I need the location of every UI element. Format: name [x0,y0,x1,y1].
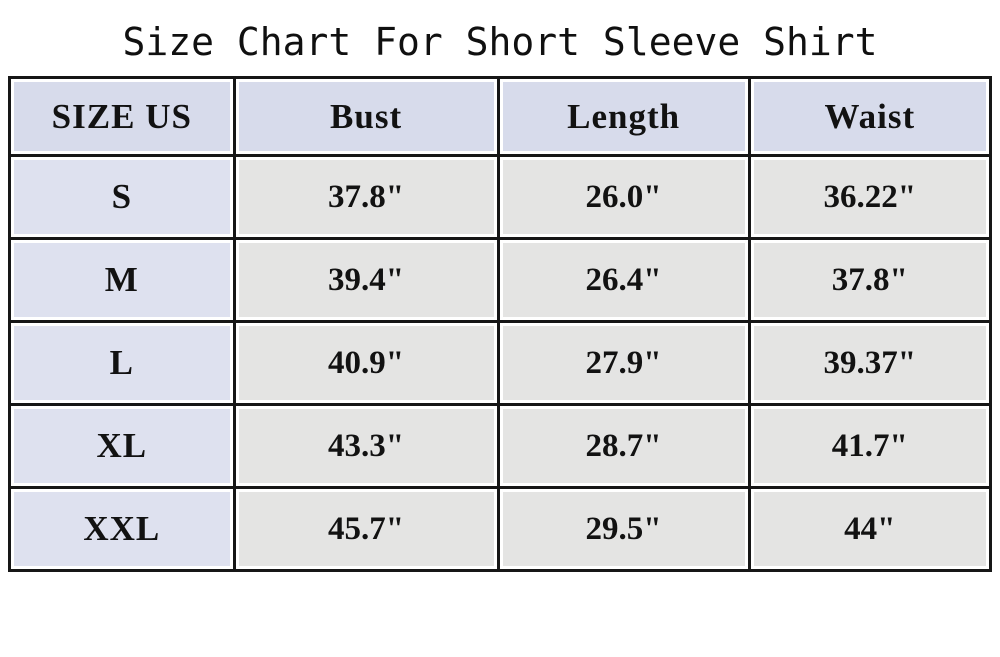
bust-cell: 37.8" [232,154,500,240]
waist-cell: 39.37" [747,320,993,406]
size-cell: XXL [8,486,236,572]
waist-cell: 44" [747,486,993,572]
length-cell: 29.5" [496,486,751,572]
table-row-l: L 40.9" 27.9" 39.37" [8,320,993,406]
col-header-waist: Waist [747,76,993,157]
length-cell: 28.7" [496,403,751,489]
page-title: Size Chart For Short Sleeve Shirt [122,20,878,64]
col-header-length: Length [496,76,751,157]
bust-cell: 43.3" [232,403,500,489]
col-header-size-us: SIZE US [8,76,236,157]
bust-cell: 40.9" [232,320,500,406]
size-cell: M [8,237,236,323]
table-row-xxl: XXL 45.7" 29.5" 44" [8,486,993,572]
bust-cell: 39.4" [232,237,500,323]
col-header-bust: Bust [232,76,500,157]
size-cell: L [8,320,236,406]
bust-cell: 45.7" [232,486,500,572]
table-row-xl: XL 43.3" 28.7" 41.7" [8,403,993,489]
size-chart-table: SIZE US Bust Length Waist S 37.8" 26.0" … [8,76,993,572]
size-cell: S [8,154,236,240]
waist-cell: 36.22" [747,154,993,240]
length-cell: 26.4" [496,237,751,323]
length-cell: 26.0" [496,154,751,240]
header-row: SIZE US Bust Length Waist [8,76,993,157]
length-cell: 27.9" [496,320,751,406]
table-row-s: S 37.8" 26.0" 36.22" [8,154,993,240]
table-row-m: M 39.4" 26.4" 37.8" [8,237,993,323]
waist-cell: 41.7" [747,403,993,489]
size-cell: XL [8,403,236,489]
size-chart-page: Size Chart For Short Sleeve Shirt SIZE U… [0,20,1000,572]
waist-cell: 37.8" [747,237,993,323]
